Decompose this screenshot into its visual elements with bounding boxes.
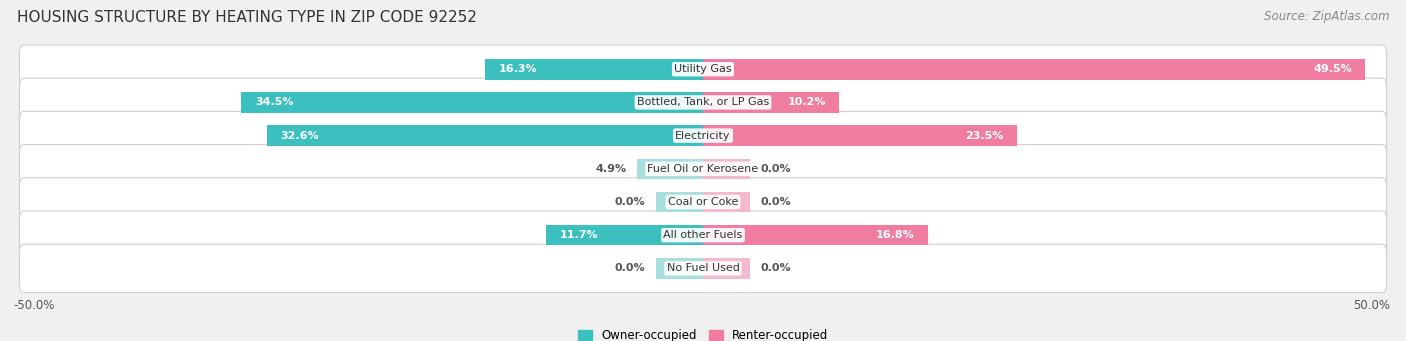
Bar	[657, 258, 703, 279]
Text: 32.6%: 32.6%	[280, 131, 319, 140]
FancyBboxPatch shape	[20, 244, 1386, 293]
Text: 0.0%: 0.0%	[614, 263, 645, 273]
Text: 23.5%: 23.5%	[966, 131, 1004, 140]
Text: Bottled, Tank, or LP Gas: Bottled, Tank, or LP Gas	[637, 98, 769, 107]
Bar	[703, 59, 1365, 79]
Text: Electricity: Electricity	[675, 131, 731, 140]
Text: 0.0%: 0.0%	[761, 263, 792, 273]
Text: HOUSING STRUCTURE BY HEATING TYPE IN ZIP CODE 92252: HOUSING STRUCTURE BY HEATING TYPE IN ZIP…	[17, 10, 477, 25]
Bar	[703, 159, 749, 179]
Bar	[637, 159, 703, 179]
Bar	[547, 225, 703, 246]
Text: 16.3%: 16.3%	[498, 64, 537, 74]
Text: Coal or Coke: Coal or Coke	[668, 197, 738, 207]
Bar	[703, 125, 1018, 146]
FancyBboxPatch shape	[20, 112, 1386, 160]
Bar	[657, 192, 703, 212]
Text: 34.5%: 34.5%	[254, 98, 294, 107]
Text: 11.7%: 11.7%	[560, 230, 599, 240]
FancyBboxPatch shape	[20, 211, 1386, 260]
Text: No Fuel Used: No Fuel Used	[666, 263, 740, 273]
Text: 0.0%: 0.0%	[761, 164, 792, 174]
FancyBboxPatch shape	[20, 45, 1386, 93]
Text: All other Fuels: All other Fuels	[664, 230, 742, 240]
FancyBboxPatch shape	[20, 145, 1386, 193]
Bar	[242, 92, 703, 113]
Bar	[485, 59, 703, 79]
Bar	[703, 92, 839, 113]
FancyBboxPatch shape	[20, 178, 1386, 226]
Text: Utility Gas: Utility Gas	[675, 64, 731, 74]
Bar	[703, 225, 928, 246]
Text: 0.0%: 0.0%	[761, 197, 792, 207]
Text: 16.8%: 16.8%	[876, 230, 914, 240]
Text: Fuel Oil or Kerosene: Fuel Oil or Kerosene	[647, 164, 759, 174]
FancyBboxPatch shape	[20, 78, 1386, 127]
Text: 0.0%: 0.0%	[614, 197, 645, 207]
Text: 4.9%: 4.9%	[596, 164, 627, 174]
Bar	[267, 125, 703, 146]
Legend: Owner-occupied, Renter-occupied: Owner-occupied, Renter-occupied	[578, 329, 828, 341]
Bar	[703, 258, 749, 279]
Text: 10.2%: 10.2%	[787, 98, 827, 107]
Text: 49.5%: 49.5%	[1313, 64, 1351, 74]
Bar	[703, 192, 749, 212]
Text: Source: ZipAtlas.com: Source: ZipAtlas.com	[1264, 10, 1389, 23]
